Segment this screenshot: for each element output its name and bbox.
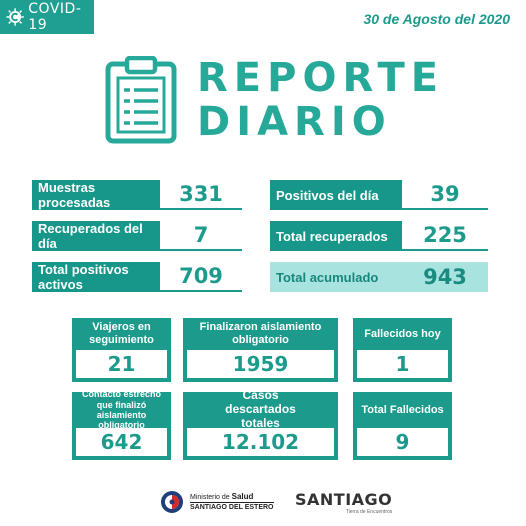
stat-label: Total recuperados: [270, 221, 402, 251]
box-descartados: Casos descartados totales 12.102: [183, 388, 338, 460]
santiago-word: SANTIAGO: [295, 490, 393, 509]
stat-label: Positivos del día: [270, 180, 402, 210]
stat-value: 7: [160, 221, 242, 251]
santiago-sub: Tierra de Encuentros: [345, 509, 393, 515]
box-value: 1959: [187, 350, 334, 378]
box-label: Viajeros en seguimiento: [89, 321, 154, 346]
clipboard-icon: [105, 56, 177, 144]
box-label: Casos descartados totales: [225, 388, 296, 430]
stat-label: Total positivos activos: [32, 262, 160, 292]
title-reporte: REPORTE: [197, 55, 445, 101]
stat-total-acumulado: Total acumulado 943: [270, 262, 488, 292]
box-fallecidos-hoy: Fallecidos hoy 1: [353, 318, 452, 382]
stat-value: 331: [160, 180, 242, 210]
box-label: Total Fallecidos: [361, 403, 444, 416]
ministerio-emblem-icon: [161, 491, 183, 513]
box-viajeros: Viajeros en seguimiento 21: [72, 318, 171, 382]
stat-value: 225: [402, 221, 488, 251]
stat-value: 39: [402, 180, 488, 210]
box-label: Contacto estrecho que finalizó aislamien…: [81, 389, 161, 431]
stat-label: Recuperados del día: [32, 221, 160, 251]
ministerio-line3: SANTIAGO DEL ESTERO: [190, 502, 274, 511]
stat-label: Muestras procesadas: [32, 180, 160, 210]
virus-icon: [6, 8, 24, 26]
box-label: Finalizaron aislamiento obligatorio: [199, 321, 322, 346]
box-finalizaron: Finalizaron aislamiento obligatorio 1959: [183, 318, 338, 382]
stat-muestras: Muestras procesadas 331: [32, 180, 242, 210]
ministerio-logo: Ministerio de Salud SANTIAGO DEL ESTERO: [160, 490, 274, 514]
stat-positivos-dia: Positivos del día 39: [270, 180, 488, 210]
box-contacto: Contacto estrecho que finalizó aislamien…: [72, 389, 171, 460]
stat-total-recuperados: Total recuperados 225: [270, 221, 488, 251]
box-value: 1: [357, 350, 448, 378]
covid-tag-label: COVID-19: [28, 1, 82, 33]
box-value: 642: [76, 428, 167, 456]
stat-value: 943: [423, 265, 467, 289]
ministerio-line1: Ministerio de: [190, 493, 230, 501]
box-value: 21: [76, 350, 167, 378]
santiago-logo: SANTIAGO Tierra de Encuentros: [295, 490, 392, 515]
report-date: 30 de Agosto del 2020: [363, 11, 510, 27]
box-value: 9: [357, 428, 448, 456]
box-label: Fallecidos hoy: [364, 327, 441, 340]
title-diario: DIARIO: [197, 99, 392, 145]
covid-tag: COVID-19: [0, 0, 94, 34]
stat-recuperados-dia: Recuperados del día 7: [32, 221, 242, 251]
stat-total-positivos-activos: Total positivos activos 709: [32, 262, 242, 292]
stat-value: 709: [160, 262, 242, 292]
stat-label: Total acumulado: [276, 269, 379, 285]
box-value: 12.102: [187, 428, 334, 456]
box-total-fallecidos: Total Fallecidos 9: [353, 392, 452, 460]
ministerio-line2: Salud: [231, 491, 254, 501]
